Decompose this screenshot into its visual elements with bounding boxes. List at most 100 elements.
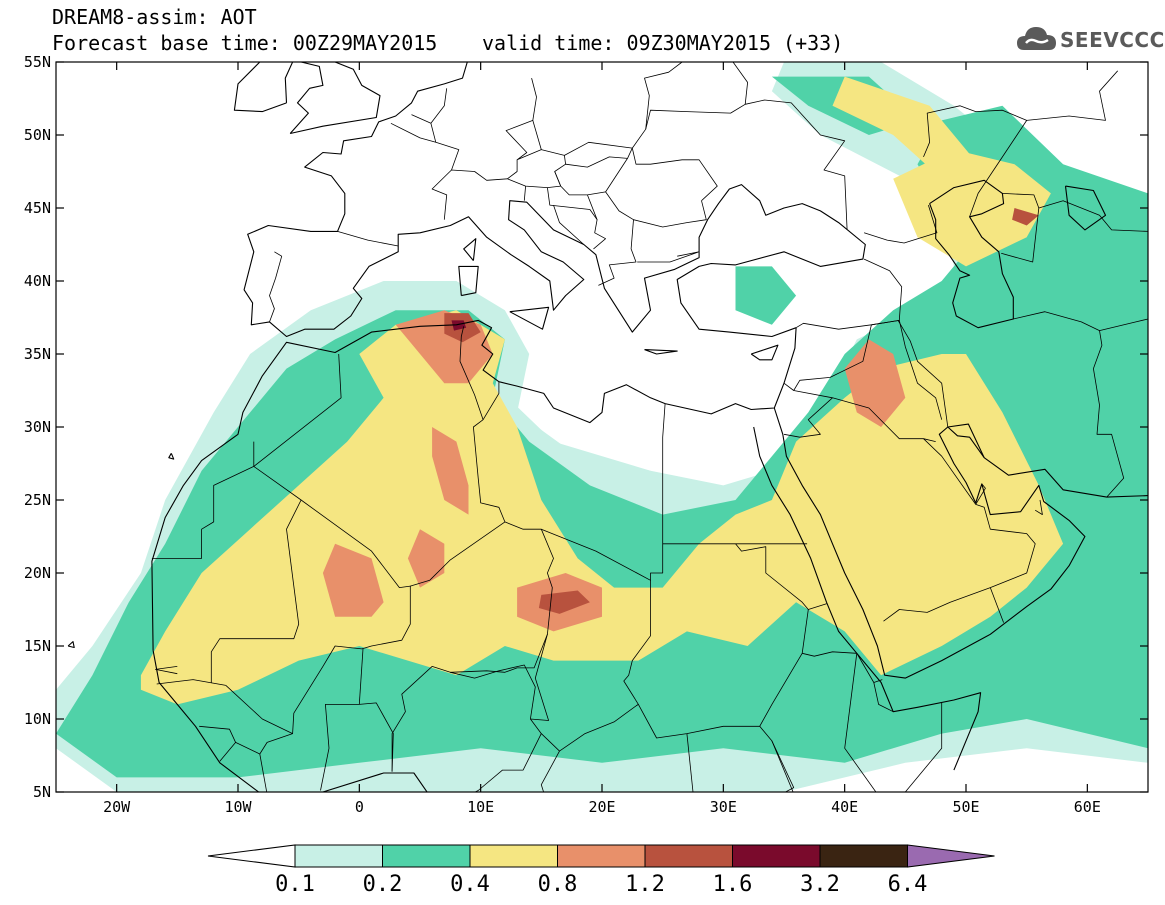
lat-tick-label: 5N: [33, 783, 51, 801]
country-border: [459, 326, 506, 523]
coastline: [289, 62, 324, 134]
lon-tick-label: 40E: [831, 798, 858, 816]
country-border: [554, 156, 628, 196]
coastline: [458, 265, 479, 297]
country-border: [844, 653, 943, 792]
coastline: [750, 344, 779, 361]
colorbar-swatch: [819, 844, 908, 868]
lon-tick-label: 10W: [224, 798, 252, 816]
colorbar-label: 0.1: [275, 872, 315, 897]
lat-tick-label: 10N: [24, 710, 51, 728]
country-border: [783, 390, 833, 438]
country-border: [975, 483, 986, 505]
country-border: [923, 105, 1027, 158]
lat-tick-label: 55N: [24, 53, 51, 71]
colorbar-label: 6.4: [888, 872, 928, 897]
colorbar-swatch: [294, 844, 383, 868]
colorbar-overflow-arrow: [907, 844, 995, 868]
colorbar-label: 3.2: [800, 872, 840, 897]
country-border: [873, 682, 894, 713]
cloud-logo-icon: [1017, 27, 1056, 50]
lon-tick-label: 0: [355, 798, 364, 816]
country-border: [431, 169, 562, 220]
country-border: [358, 648, 364, 705]
coastline: [509, 306, 550, 330]
seevccc-logo: SEEVCCC: [1016, 20, 1164, 60]
aot-contour-region: [1012, 208, 1039, 226]
aot-contour-region: [893, 149, 1051, 267]
aot-contour-region: [735, 266, 797, 325]
country-border: [863, 204, 938, 244]
colorbar-label: 0.4: [450, 872, 490, 897]
lon-tick-label: 50E: [952, 798, 979, 816]
colorbar-swatch: [382, 844, 471, 868]
coastline: [168, 453, 175, 460]
country-border: [532, 120, 542, 150]
lat-tick-label: 20N: [24, 564, 51, 582]
country-border: [644, 62, 683, 130]
country-border: [1013, 311, 1125, 498]
country-border: [540, 750, 560, 792]
country-border: [482, 381, 500, 420]
coastlines-layer: [67, 62, 1148, 792]
country-border: [897, 320, 949, 428]
country-border: [1038, 200, 1148, 232]
coastline: [243, 62, 866, 338]
coastline: [929, 179, 1014, 329]
country-border: [989, 587, 1004, 623]
country-border: [259, 733, 293, 792]
map-title: DREAM8-assim: AOT: [52, 5, 257, 29]
colorbar-label: 0.8: [538, 872, 578, 897]
colorbar-swatch: [469, 844, 558, 868]
lat-tick-label: 40N: [24, 272, 51, 290]
valid-time: valid time: 09Z30MAY2015 (+33): [482, 31, 844, 55]
coastline: [1064, 185, 1107, 231]
lat-tick-label: 45N: [24, 199, 51, 217]
country-border: [269, 251, 283, 323]
country-border: [541, 705, 637, 752]
coastline: [233, 62, 294, 113]
lon-tick-label: 60E: [1074, 798, 1101, 816]
colorbar-underflow-arrow: [207, 844, 296, 868]
colorbar-label: 1.2: [625, 872, 665, 897]
lat-tick-label: 35N: [24, 345, 51, 363]
lon-tick-label: 30E: [710, 798, 737, 816]
lat-tick-label: 25N: [24, 491, 51, 509]
country-border: [523, 186, 526, 201]
logo-text: SEEVCCC: [1060, 28, 1165, 52]
coastline: [463, 238, 477, 261]
country-border: [638, 609, 809, 739]
country-border: [199, 725, 236, 743]
country-border: [598, 200, 707, 286]
colorbar-swatch: [732, 844, 821, 868]
country-border: [530, 634, 549, 721]
coastline: [152, 650, 428, 792]
country-border: [832, 397, 936, 442]
country-border: [795, 258, 903, 330]
aot-contour-region: [444, 324, 651, 515]
lat-tick-label: 15N: [24, 637, 51, 655]
lon-tick-label: 20W: [103, 798, 131, 816]
country-border: [587, 191, 606, 250]
country-border: [253, 353, 342, 467]
coastline: [151, 319, 797, 651]
colorbar-label: 1.6: [713, 872, 753, 897]
axis-ticks: 20W 10W 0 10E 20E 30E 40E 50E 60E 55N 50N 45N 40N 35N…: [24, 53, 1148, 816]
country-border: [155, 666, 178, 675]
country-border: [771, 740, 794, 792]
country-border: [225, 499, 411, 734]
country-border: [802, 651, 883, 683]
country-border: [969, 70, 1118, 217]
aot-plume-layer: [56, 62, 1148, 792]
colorbar-legend: 0.1 0.2 0.4 0.8 1.2 1.6 3.2 6.4: [207, 844, 995, 897]
country-border: [1034, 499, 1043, 515]
country-border: [1099, 318, 1148, 331]
country-border: [210, 466, 302, 683]
coastline: [67, 641, 75, 649]
country-border: [507, 159, 518, 180]
colorbar-swatch: [644, 844, 733, 868]
aot-contour-region: [832, 76, 979, 179]
country-border: [732, 62, 748, 105]
coastline: [644, 349, 678, 355]
